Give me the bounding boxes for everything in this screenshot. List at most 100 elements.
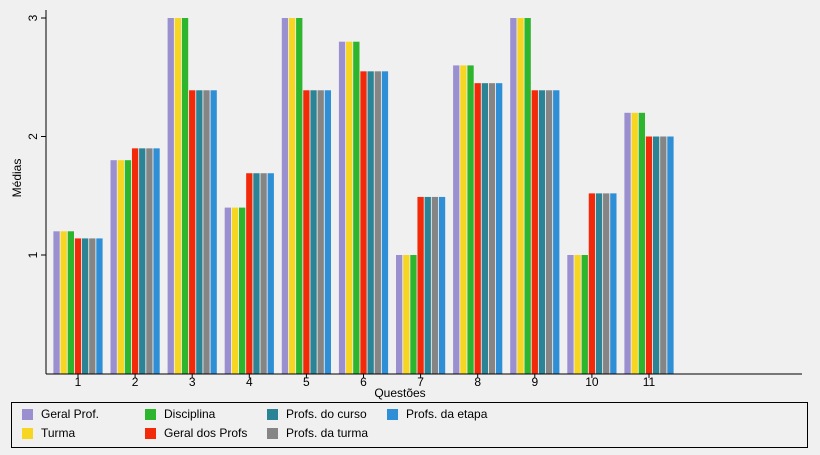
legend-label: Geral Prof. <box>41 407 100 421</box>
bar-q9-s5 <box>538 90 546 374</box>
bar-q6-s7 <box>381 71 389 374</box>
bar-q6-s3 <box>353 41 360 374</box>
legend-swatch <box>22 408 33 420</box>
legend: Geral Prof. Turma Disciplina Geral dos Prof… <box>11 402 808 448</box>
bar-q4-s1 <box>224 207 231 374</box>
bar-q8-s5 <box>481 83 488 375</box>
bar-q10-s7 <box>610 193 617 374</box>
bar-q1-s5 <box>82 238 89 374</box>
legend-swatch <box>267 427 278 439</box>
legend-item: Geral Prof. <box>22 407 99 421</box>
bar-q4-s6 <box>260 173 267 374</box>
bar-q9-s3 <box>524 18 531 374</box>
bar-q1-s1 <box>53 231 60 374</box>
bar-q5-s5 <box>310 90 317 374</box>
bar-q1-s3 <box>67 231 74 374</box>
legend-swatch <box>145 408 156 420</box>
bar-q11-s2 <box>631 112 638 375</box>
y-axis-label: Médias <box>10 159 24 198</box>
bar-q6-s1 <box>338 41 346 374</box>
bar-q6-s2 <box>346 41 353 374</box>
x-tick-label: 4 <box>246 375 253 389</box>
bar-q3-s3 <box>181 18 189 374</box>
bar-q10-s5 <box>595 193 603 374</box>
bar-q7-s7 <box>438 196 446 374</box>
bar-q10-s3 <box>581 255 588 374</box>
bar-q1-s7 <box>96 238 103 374</box>
bar-q6-s4 <box>360 71 367 374</box>
bar-q7-s3 <box>410 255 417 374</box>
legend-swatch <box>22 427 33 439</box>
bar-q10-s6 <box>603 193 610 374</box>
bar-q3-s4 <box>189 90 196 374</box>
bar-q3-s2 <box>174 18 182 374</box>
bar-q9-s4 <box>531 90 538 374</box>
legend-item: Geral dos Profs <box>145 426 247 440</box>
bar-q1-s6 <box>89 238 96 374</box>
bar-q2-s1 <box>110 160 117 374</box>
legend-label: Turma <box>41 426 76 440</box>
legend-swatch <box>267 408 278 420</box>
legend-label: Profs. da turma <box>286 426 369 440</box>
bar-q5-s7 <box>324 90 331 374</box>
bar-q11-s1 <box>624 112 631 375</box>
legend-item: Disciplina <box>145 407 215 421</box>
bar-q2-s5 <box>139 148 146 374</box>
bars-layer <box>53 18 674 375</box>
x-tick-label: 3 <box>189 375 196 389</box>
bar-q2-s6 <box>146 148 153 374</box>
bar-q7-s4 <box>417 196 424 374</box>
bar-q5-s1 <box>281 18 289 374</box>
bar-q4-s3 <box>239 207 246 374</box>
bar-q11-s4 <box>645 136 653 374</box>
legend-label: Geral dos Profs <box>164 426 248 440</box>
bar-q10-s1 <box>567 255 574 374</box>
bar-q11-s3 <box>638 112 645 375</box>
bar-q9-s7 <box>553 90 560 374</box>
x-tick-label: 7 <box>417 375 424 389</box>
legend-item: Profs. da turma <box>267 426 368 440</box>
bar-q8-s6 <box>488 83 496 375</box>
bar-q10-s2 <box>574 255 581 374</box>
bar-q11-s5 <box>653 136 660 374</box>
bar-q8-s7 <box>496 83 503 375</box>
bar-q9-s1 <box>510 18 517 374</box>
bar-q8-s4 <box>474 83 481 375</box>
bar-q3-s5 <box>196 90 203 374</box>
bar-q8-s2 <box>460 65 467 375</box>
legend-label: Profs. da etapa <box>406 407 488 421</box>
bar-chart: 1 2 3 1 2 3 4 5 6 7 8 9 10 11 Questões Médias <box>10 10 802 400</box>
bar-q2-s2 <box>117 160 124 374</box>
x-tick-label: 9 <box>531 375 538 389</box>
bar-q9-s2 <box>517 18 524 374</box>
legend-item: Turma <box>22 426 75 440</box>
bar-q6-s6 <box>374 71 381 374</box>
bar-q1-s2 <box>60 231 67 374</box>
x-ticks: 1 2 3 4 5 6 7 8 9 10 11 <box>75 374 656 389</box>
x-tick-label: 6 <box>360 375 367 389</box>
bar-q7-s5 <box>424 196 431 374</box>
x-tick-label: 8 <box>474 375 481 389</box>
legend-swatch <box>387 408 398 420</box>
bar-q3-s6 <box>203 90 210 374</box>
bar-q7-s2 <box>403 255 410 374</box>
legend-item: Profs. do curso <box>267 407 367 421</box>
legend-label: Disciplina <box>164 407 216 421</box>
bar-q3-s7 <box>210 90 217 374</box>
bar-q8-s1 <box>453 65 460 375</box>
bar-q3-s1 <box>167 18 174 374</box>
x-tick-label: 1 <box>75 375 82 389</box>
bar-q5-s6 <box>317 90 324 374</box>
y-ticks: 1 2 3 <box>26 14 46 258</box>
bar-q4-s7 <box>267 173 274 374</box>
bar-q2-s3 <box>124 160 132 374</box>
bar-q4-s2 <box>231 207 239 374</box>
bar-q4-s4 <box>246 173 253 374</box>
legend-item: Profs. da etapa <box>387 407 487 421</box>
x-tick-label: 5 <box>303 375 310 389</box>
bar-q6-s5 <box>367 71 374 374</box>
y-tick-label: 1 <box>26 251 40 258</box>
bar-q11-s7 <box>667 136 674 374</box>
bar-q11-s6 <box>660 136 667 374</box>
bar-q7-s6 <box>431 196 439 374</box>
